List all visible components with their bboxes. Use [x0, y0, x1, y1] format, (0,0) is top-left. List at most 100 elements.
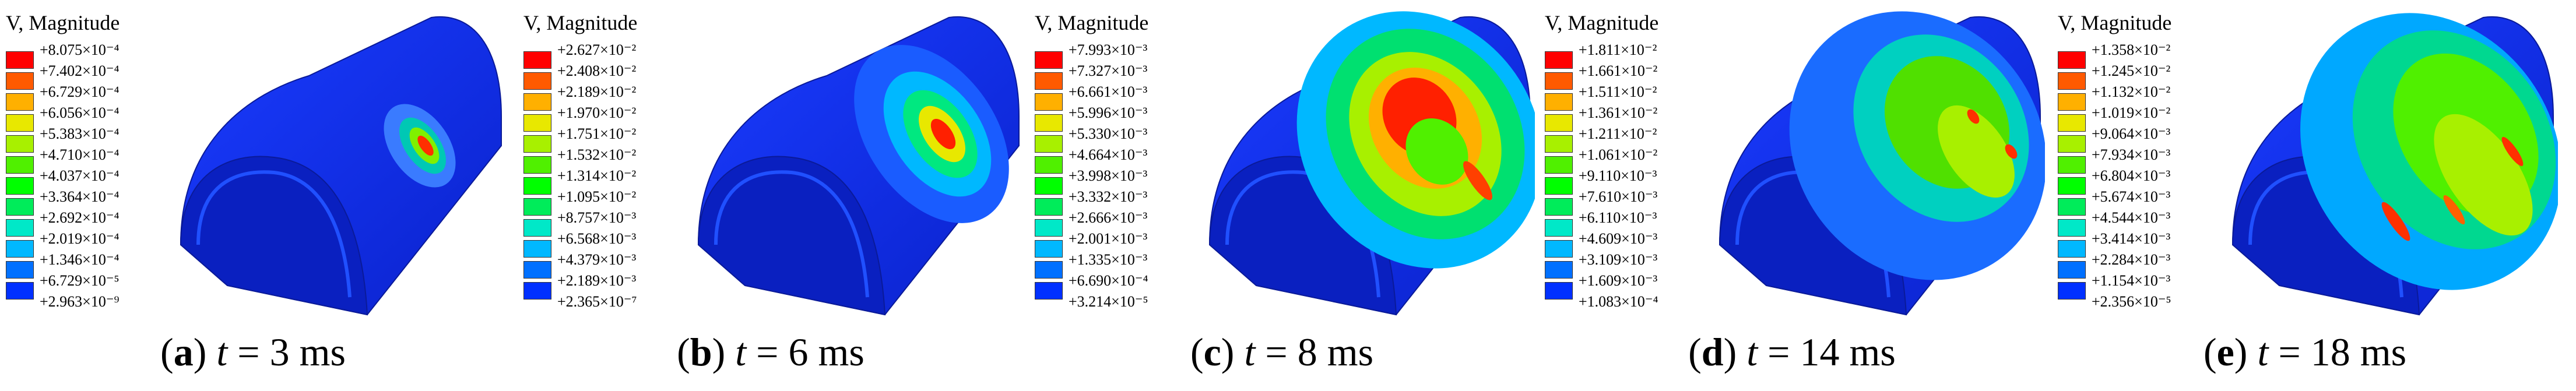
panel-caption: (a) t = 3 ms — [160, 330, 346, 374]
legend-swatch — [523, 177, 551, 195]
tunnel-contour-model — [697, 16, 1020, 316]
legend-swatch — [523, 156, 551, 174]
legend-swatch — [523, 198, 551, 216]
legend-swatch — [1545, 114, 1573, 132]
legend-swatch — [6, 198, 34, 216]
legend-swatch — [6, 51, 34, 69]
legend-value: +4.710×10⁻⁴ — [40, 146, 120, 163]
legend-value: +3.214×10⁻⁵ — [1069, 293, 1148, 310]
legend-swatch — [523, 114, 551, 132]
legend-swatch — [523, 135, 551, 153]
legend-swatch — [1545, 240, 1573, 258]
legend-swatch — [1545, 72, 1573, 90]
legend-swatch — [2058, 219, 2086, 237]
legend-value: +5.383×10⁻⁴ — [40, 125, 120, 142]
legend-value: +1.811×10⁻² — [1579, 41, 1657, 58]
legend-swatch — [2058, 72, 2086, 90]
legend-value: +2.627×10⁻² — [557, 41, 637, 58]
legend-swatch — [523, 219, 551, 237]
legend-swatch — [6, 72, 34, 90]
legend-swatch — [1545, 135, 1573, 153]
legend-swatch — [1035, 198, 1063, 216]
legend-value: +5.330×10⁻³ — [1069, 125, 1148, 142]
legend-title: V, Magnitude — [2058, 11, 2172, 34]
panel-b: V, Magnitude +2.627×10⁻² +2.408×10⁻² +2.189… — [518, 0, 1024, 391]
panel-label: b — [690, 330, 712, 374]
legend-swatch — [2058, 93, 2086, 111]
legend-title: V, Magnitude — [1545, 11, 1659, 34]
panel-label: c — [1203, 330, 1221, 374]
time-variable: t — [216, 330, 228, 374]
legend-value: +1.609×10⁻³ — [1579, 272, 1658, 289]
time-variable: t — [1746, 330, 1758, 374]
velocity-contours — [1296, 11, 1535, 269]
legend-swatch — [6, 261, 34, 279]
legend-swatch — [1035, 261, 1063, 279]
legend-value: +4.609×10⁻³ — [1579, 230, 1658, 247]
legend-swatch — [2058, 135, 2086, 153]
legend-swatch — [1545, 177, 1573, 195]
time-value: = 3 ms — [227, 330, 346, 374]
legend-value: +3.414×10⁻³ — [2092, 230, 2171, 247]
legend-swatch — [2058, 240, 2086, 258]
tunnel-front-face — [180, 156, 368, 316]
legend-value: +1.061×10⁻² — [1579, 146, 1658, 163]
legend-value: +4.544×10⁻³ — [2092, 209, 2171, 226]
panel-caption: (b) t = 6 ms — [677, 330, 864, 374]
legend-swatch — [6, 156, 34, 174]
legend-value: +1.132×10⁻² — [2092, 83, 2171, 100]
legend-swatch — [2058, 198, 2086, 216]
legend-value: +1.095×10⁻² — [557, 188, 637, 205]
legend-value: +9.110×10⁻³ — [1579, 167, 1657, 184]
legend-swatch — [1545, 198, 1573, 216]
legend-swatch — [1035, 135, 1063, 153]
velocity-contours — [384, 104, 456, 188]
time-value: = 6 ms — [746, 330, 864, 374]
legend-value: +2.284×10⁻³ — [2092, 251, 2171, 268]
velocity-contours — [2300, 13, 2558, 290]
panel-caption: (d) t = 14 ms — [1688, 330, 1896, 374]
panel-d: V, Magnitude +1.811×10⁻² +1.661×10⁻² +1.511… — [1539, 0, 2045, 391]
legend-value: +7.993×10⁻³ — [1069, 41, 1148, 58]
legend-swatch — [1035, 240, 1063, 258]
legend-value: +2.019×10⁻⁴ — [40, 230, 120, 247]
legend-swatch — [2058, 156, 2086, 174]
legend-value: +2.365×10⁻⁷ — [557, 293, 637, 310]
legend-value: +1.019×10⁻² — [2092, 104, 2171, 121]
legend-swatch — [1035, 219, 1063, 237]
legend-swatch — [1035, 114, 1063, 132]
tunnel-front-face — [697, 156, 886, 316]
tunnel-contour-model — [2231, 13, 2558, 316]
legend-swatch — [1545, 51, 1573, 69]
legend-value: +5.674×10⁻³ — [2092, 188, 2171, 205]
legend-swatch — [2058, 177, 2086, 195]
legend-value: +1.335×10⁻³ — [1069, 251, 1148, 268]
legend-swatch — [523, 282, 551, 300]
legend-value: +6.690×10⁻⁴ — [1069, 272, 1148, 289]
legend-swatch — [1035, 72, 1063, 90]
legend-value: +1.751×10⁻² — [557, 125, 637, 142]
legend-swatch — [2058, 282, 2086, 300]
legend-value: +3.109×10⁻³ — [1579, 251, 1658, 268]
legend-swatch — [2058, 261, 2086, 279]
time-variable: t — [2257, 330, 2269, 374]
panel-c: V, Magnitude +7.993×10⁻³ +7.327×10⁻³ +6.661… — [1029, 0, 1535, 391]
legend-value: +7.934×10⁻³ — [2092, 146, 2171, 163]
legend-title: V, Magnitude — [1035, 11, 1149, 34]
legend-value: +5.996×10⁻³ — [1069, 104, 1148, 121]
legend-value: +3.332×10⁻³ — [1069, 188, 1148, 205]
legend-swatch — [523, 51, 551, 69]
legend-value: +2.666×10⁻³ — [1069, 209, 1148, 226]
legend-value: +1.358×10⁻² — [2092, 41, 2171, 58]
legend-value: +2.408×10⁻² — [557, 62, 637, 79]
legend-swatch — [1545, 261, 1573, 279]
legend-value: +3.998×10⁻³ — [1069, 167, 1148, 184]
legend-value: +2.189×10⁻² — [557, 83, 637, 100]
tunnel-contour-model — [180, 16, 502, 316]
time-variable: t — [735, 330, 747, 374]
legend-value: +8.757×10⁻³ — [557, 209, 637, 226]
legend-value: +1.970×10⁻² — [557, 104, 637, 121]
legend-swatch — [2058, 51, 2086, 69]
legend-value: +2.001×10⁻³ — [1069, 230, 1148, 247]
legend-value: +4.037×10⁻⁴ — [40, 167, 120, 184]
